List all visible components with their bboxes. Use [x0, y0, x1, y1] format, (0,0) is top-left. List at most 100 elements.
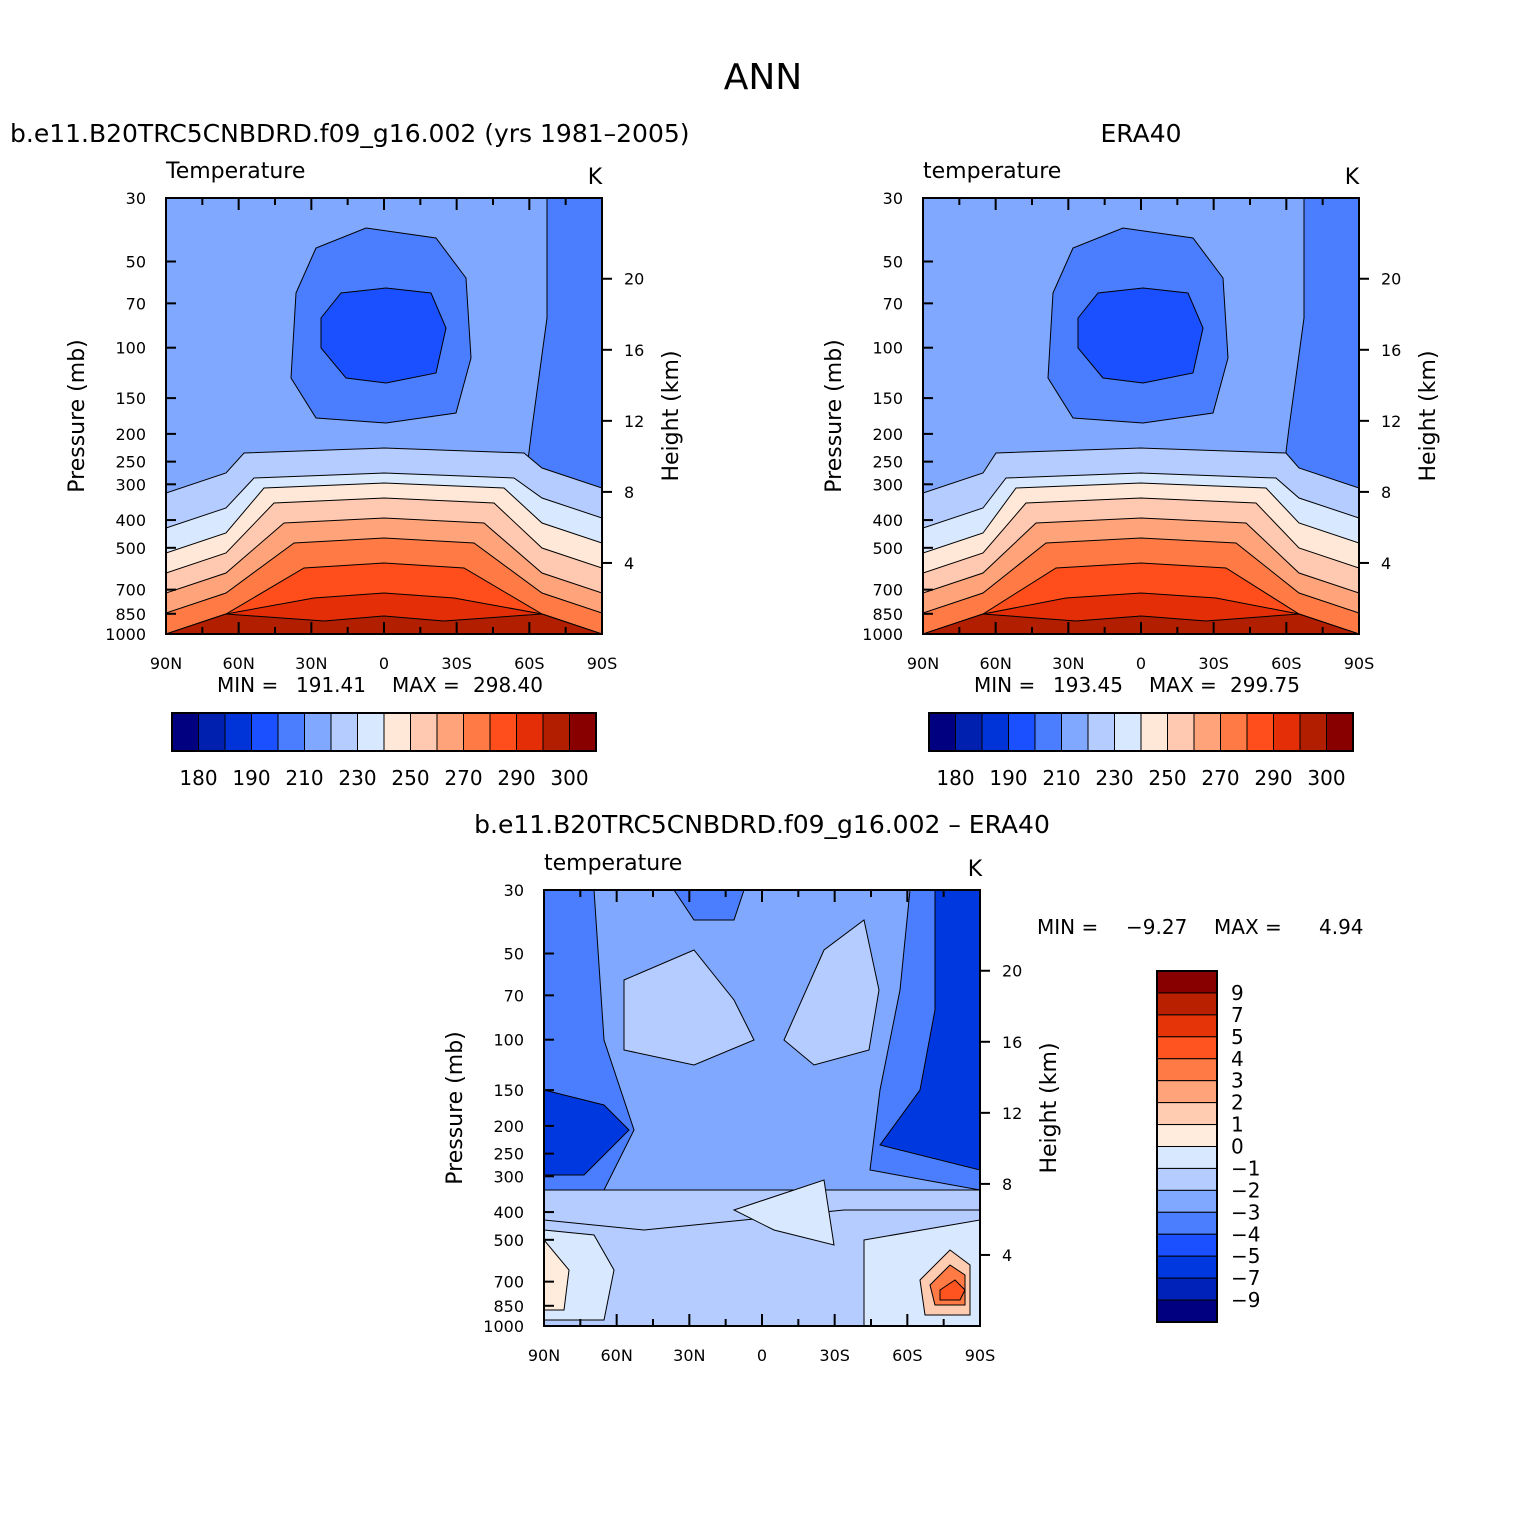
panel-diff: b.e11.B20TRC5CNBDRD.f09_g16.002 – ERA40 … — [443, 810, 1364, 1365]
panel-model-variable: Temperature — [165, 159, 305, 184]
colorbar-label: 210 — [285, 766, 323, 790]
colorbar-swatch — [171, 712, 199, 752]
panel-model-min-label: MIN = — [217, 673, 278, 697]
contour-band — [623, 949, 755, 1066]
x-tick-label: 30S — [1198, 654, 1229, 673]
y-tick-label: 400 — [493, 1203, 524, 1222]
panel-diff-stats: MIN = −9.27 MAX = 4.94 — [1037, 915, 1364, 939]
height-tick-label: 12 — [1002, 1104, 1022, 1123]
y-tick-label: 400 — [872, 511, 903, 530]
panel-diff-axes: 90N 60N 30N 0 30S 60S 90S 30 50 70 100 150 200 250 300… — [483, 881, 1022, 1365]
height-tick-label: 20 — [1002, 962, 1022, 981]
panel-diff-variable: temperature — [544, 851, 682, 876]
panel-diff-contour-field — [544, 890, 980, 1326]
y-tick-label: 200 — [493, 1117, 524, 1136]
colorbar-swatch — [1156, 1277, 1218, 1301]
colorbar-label: −5 — [1231, 1244, 1260, 1268]
colorbar-label: 230 — [338, 766, 376, 790]
height-tick-label: 16 — [1002, 1033, 1022, 1052]
x-tick-label: 60S — [892, 1346, 923, 1365]
y-tick-label: 850 — [115, 605, 146, 624]
y-tick-label: 100 — [115, 339, 146, 358]
colorbar-label: 0 — [1231, 1135, 1244, 1159]
colorbar-swatch — [1299, 712, 1327, 752]
colorbar-label: −9 — [1231, 1288, 1260, 1312]
x-tick-label: 30S — [819, 1346, 850, 1365]
panel-obs-max-label: MAX = — [1149, 673, 1217, 697]
panel-obs-ylabel-right: Height (km) — [1416, 350, 1441, 481]
panel-model-min-value: 191.41 — [296, 673, 366, 697]
panel-obs-axes: 90N 60N 30N 0 30S 60S 90S 30 50 70 100 150 200 250 300… — [862, 189, 1401, 673]
panel-obs-max-value: 299.75 — [1230, 673, 1300, 697]
colorbar-label: 4 — [1231, 1047, 1244, 1071]
colorbar-label: 190 — [989, 766, 1027, 790]
panel-model-subtitle: b.e11.B20TRC5CNBDRD.f09_g16.002 (yrs 198… — [10, 119, 690, 148]
y-tick-label: 70 — [883, 294, 903, 313]
colorbar-swatch — [1326, 712, 1354, 752]
y-tick-label: 1000 — [862, 625, 903, 644]
colorbar-label: 190 — [232, 766, 270, 790]
colorbar-label: 2 — [1231, 1091, 1244, 1115]
panel-diff-ylabel: Pressure (mb) — [443, 1031, 468, 1185]
panel-model-contour-field — [166, 198, 602, 634]
colorbar-label: 250 — [391, 766, 429, 790]
height-tick-label: 12 — [624, 412, 644, 431]
colorbar-swatch — [383, 712, 411, 752]
x-tick-label: 30S — [441, 654, 472, 673]
contour-band — [320, 287, 447, 384]
colorbar-swatch — [224, 712, 252, 752]
colorbar-label: 210 — [1042, 766, 1080, 790]
contour-band — [783, 919, 880, 1066]
x-tick-label: 0 — [379, 654, 389, 673]
colorbar-label: 180 — [179, 766, 217, 790]
panel-obs: ERA40 temperature K 90N 60N 30N 0 30S 60S 90S 3… — [822, 119, 1441, 790]
colorbar-label: −1 — [1231, 1156, 1260, 1180]
height-tick-label: 20 — [624, 270, 644, 289]
colorbar-swatch — [1156, 1036, 1218, 1060]
y-tick-label: 700 — [493, 1273, 524, 1292]
y-tick-label: 700 — [872, 581, 903, 600]
colorbar-swatch — [1034, 712, 1062, 752]
colorbar-frame — [1156, 970, 1218, 1323]
x-tick-label: 90N — [150, 654, 182, 673]
colorbar-label: 270 — [1201, 766, 1239, 790]
x-tick-label: 90N — [907, 654, 939, 673]
panel-diff-units: K — [968, 857, 983, 882]
panel-obs-stats: MIN = 193.45 MAX = 299.75 — [974, 673, 1300, 697]
colorbar-swatch — [955, 712, 983, 752]
x-tick-label: 90S — [587, 654, 618, 673]
x-tick-label: 60S — [1271, 654, 1302, 673]
colorbar-swatch — [928, 712, 956, 752]
colorbar-swatch — [1156, 1102, 1218, 1126]
panel-obs-ylabel: Pressure (mb) — [822, 339, 847, 493]
y-tick-label: 30 — [883, 189, 903, 208]
height-tick-label: 8 — [1002, 1175, 1012, 1194]
panel-diff-min-label: MIN = — [1037, 915, 1098, 939]
colorbar-swatch — [1246, 712, 1274, 752]
colorbar-label: 7 — [1231, 1003, 1244, 1027]
y-tick-label: 400 — [115, 511, 146, 530]
y-tick-label: 500 — [493, 1231, 524, 1250]
y-tick-label: 200 — [872, 425, 903, 444]
colorbar-swatch — [1156, 992, 1218, 1016]
colorbar-swatch — [463, 712, 491, 752]
colorbar-swatch — [304, 712, 332, 752]
y-tick-label: 100 — [493, 1031, 524, 1050]
colorbar-swatch — [1140, 712, 1168, 752]
colorbar-label: 5 — [1231, 1025, 1244, 1049]
x-tick-label: 30N — [673, 1346, 705, 1365]
colorbar-swatch — [1220, 712, 1248, 752]
colorbar-swatch — [981, 712, 1009, 752]
panel-obs-colorbar: 180 190 210 230 250 270 290 300 — [928, 712, 1354, 790]
panel-model-ylabel-right: Height (km) — [659, 350, 684, 481]
colorbar-swatch — [251, 712, 279, 752]
height-tick-label: 16 — [1381, 341, 1401, 360]
y-tick-label: 100 — [872, 339, 903, 358]
panel-obs-units: K — [1345, 165, 1360, 190]
colorbar-label: 290 — [1254, 766, 1292, 790]
panel-diff-max-value: 4.94 — [1319, 915, 1364, 939]
y-tick-label: 1000 — [105, 625, 146, 644]
panel-model: b.e11.B20TRC5CNBDRD.f09_g16.002 (yrs 198… — [10, 119, 690, 790]
y-tick-label: 300 — [872, 475, 903, 494]
colorbar-swatch — [1114, 712, 1142, 752]
